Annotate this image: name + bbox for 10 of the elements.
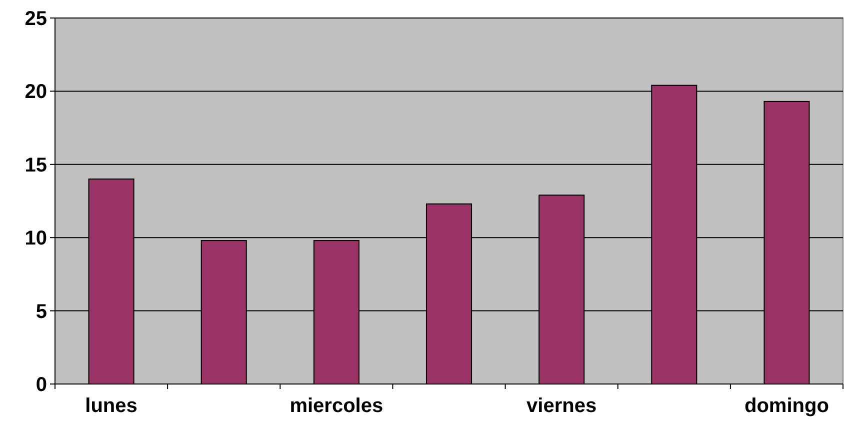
y-tick-label: 20 xyxy=(24,81,47,104)
x-tick-label: viernes xyxy=(526,395,597,417)
y-tick-label: 25 xyxy=(24,8,47,30)
y-tick-label: 0 xyxy=(36,374,47,396)
x-tick-label: lunes xyxy=(85,395,138,417)
y-tick-label: 10 xyxy=(24,228,47,250)
x-tick-label: miercoles xyxy=(290,395,384,417)
x-tick-label: domingo xyxy=(744,395,829,417)
y-tick-label: 15 xyxy=(24,154,47,176)
y-tick-label: 5 xyxy=(36,300,47,323)
